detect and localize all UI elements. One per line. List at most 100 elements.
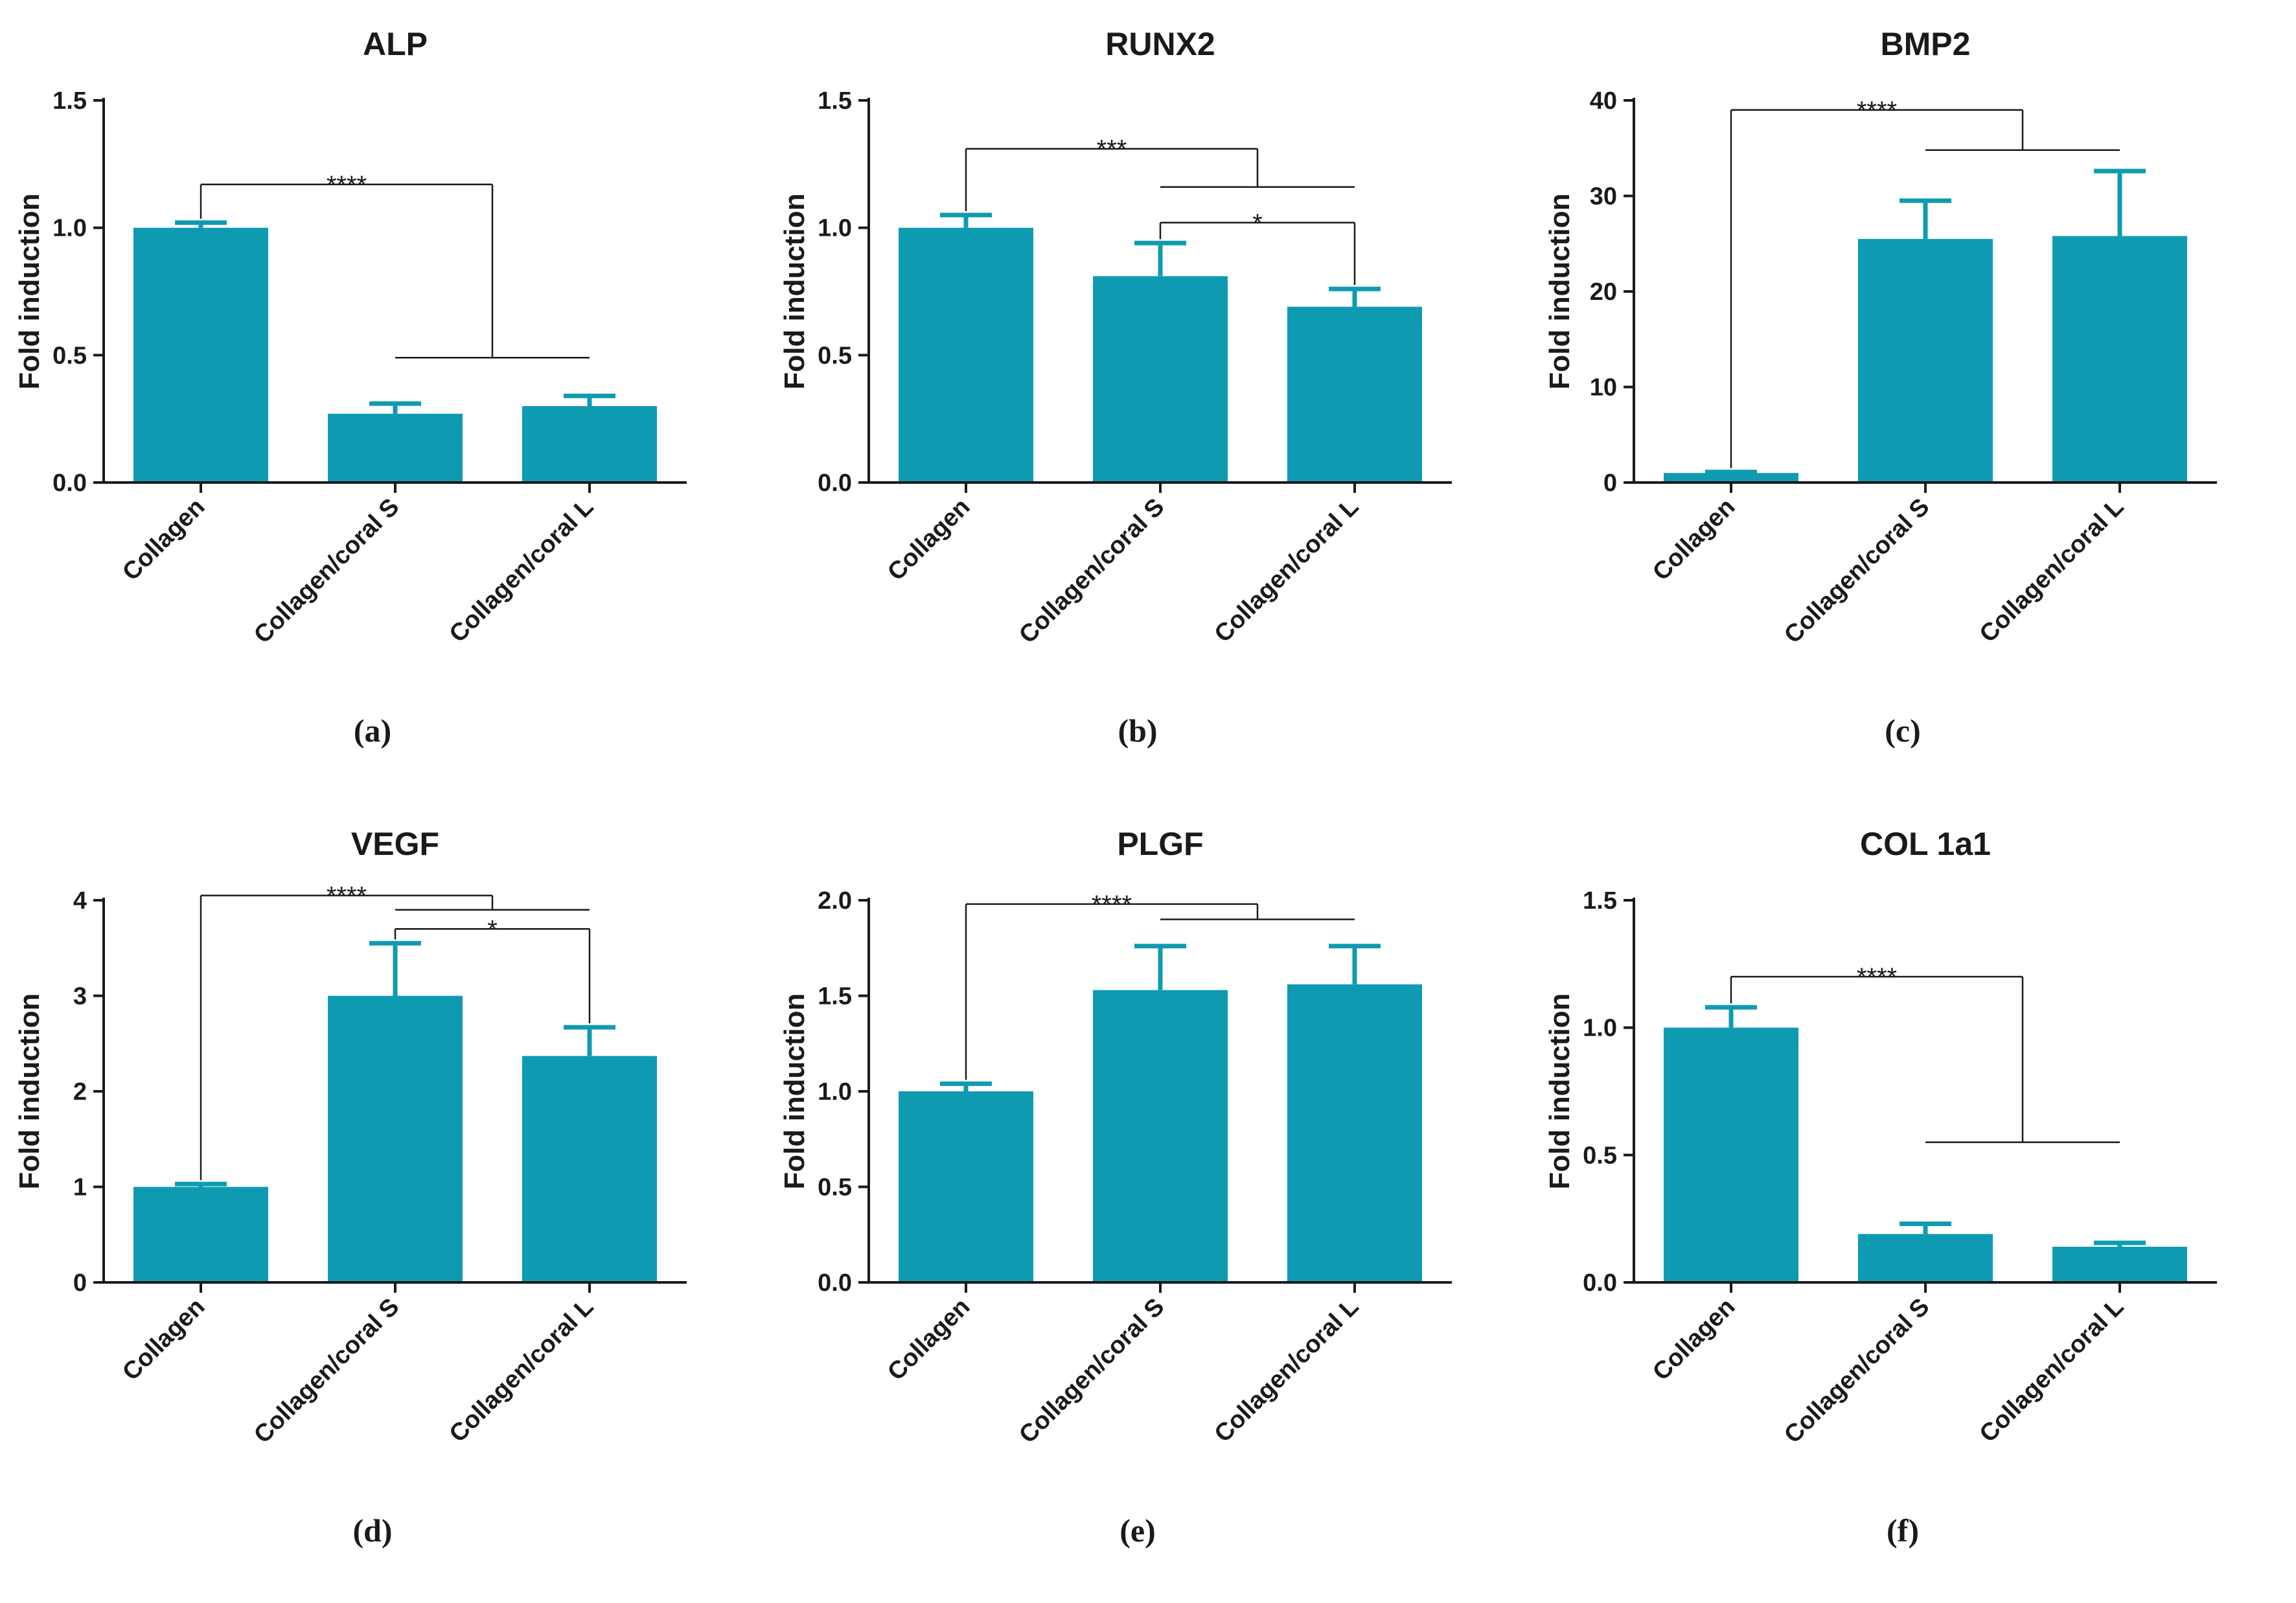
y-tick-label: 4 <box>73 887 87 915</box>
bar-2 <box>328 413 463 483</box>
x-tick-label: Collagen <box>1647 494 1740 586</box>
significance-label: **** <box>1857 97 1897 125</box>
panel-label: (b) <box>1118 712 1157 749</box>
y-tick-label: 10 <box>1590 374 1617 402</box>
significance-label: **** <box>327 882 367 911</box>
chart-title: BMP2 <box>1881 26 1971 62</box>
x-tick-label: Collagen/coral S <box>1779 494 1934 649</box>
error-bar-2 <box>1134 240 1186 277</box>
error-bar-3 <box>1329 944 1381 984</box>
x-tick-label: Collagen/coral L <box>1975 494 2130 648</box>
x-tick-label: Collagen/coral S <box>249 494 404 649</box>
y-tick-label: 1.5 <box>52 87 87 115</box>
chart-title: RUNX2 <box>1105 26 1215 62</box>
y-tick-label: 1.5 <box>818 983 852 1010</box>
y-tick-label: 1.5 <box>818 87 852 115</box>
chart-panel-6: COL 1a1 Fold induction 0.0 0.5 1.0 1.5 Collage… <box>1530 800 2295 1600</box>
error-bar-3 <box>2094 1240 2146 1247</box>
bar-1 <box>133 227 268 483</box>
error-bar-1 <box>940 212 992 228</box>
x-tick-label: Collagen <box>117 494 210 586</box>
chart-svg: BMP2 Fold induction 0 10 20 30 40 Collagen Colla… <box>1544 26 2217 749</box>
y-tick-label: 0.0 <box>52 470 87 497</box>
y-axis-label: Fold induction <box>1544 993 1576 1189</box>
significance-label: *** <box>1097 135 1127 164</box>
bar-3 <box>522 1056 657 1282</box>
error-bar-1 <box>175 1181 227 1187</box>
significance-bracket-2 <box>1159 222 1356 286</box>
chart-panel-3: BMP2 Fold induction 0 10 20 30 40 Collagen Colla… <box>1530 0 2295 800</box>
error-bar-1 <box>1705 1005 1757 1028</box>
bar-3 <box>1287 306 1422 483</box>
panel-label: (a) <box>354 712 391 749</box>
error-bar-2 <box>1134 944 1186 990</box>
y-axis-label: Fold induction <box>1544 193 1576 389</box>
chart-panel-2: RUNX2 Fold induction 0.0 0.5 1.0 1.5 Collagen C… <box>765 0 1530 800</box>
error-bar-1 <box>940 1081 992 1091</box>
error-bar-2 <box>369 401 421 414</box>
x-tick-label: Collagen/coral S <box>1014 494 1169 649</box>
chart-svg: RUNX2 Fold induction 0.0 0.5 1.0 1.5 Collagen C… <box>779 26 1452 749</box>
bar-1 <box>899 1091 1033 1282</box>
chart-title: COL 1a1 <box>1860 826 1991 862</box>
y-tick-label: 2.0 <box>818 887 852 915</box>
chart-title: PLGF <box>1117 826 1203 862</box>
y-tick-label: 40 <box>1590 87 1617 115</box>
error-bar-2 <box>1900 1222 1951 1234</box>
error-bar-3 <box>564 393 615 406</box>
significance-label: * <box>1252 209 1263 238</box>
y-axis-label: Fold induction <box>779 993 810 1189</box>
chart-title: VEGF <box>351 826 439 862</box>
significance-label: **** <box>1857 963 1897 992</box>
significance-bracket-1 <box>200 894 590 1181</box>
error-bar-1 <box>1705 470 1757 475</box>
bar-2 <box>1858 238 1993 483</box>
x-tick-label: Collagen/coral L <box>1210 1293 1364 1448</box>
y-tick-label: 0 <box>1603 470 1617 497</box>
significance-label: **** <box>327 171 367 199</box>
x-tick-label: Collagen/coral S <box>1779 1293 1934 1449</box>
y-tick-label: 30 <box>1590 183 1617 210</box>
chart-svg: COL 1a1 Fold induction 0.0 0.5 1.0 1.5 Collage… <box>1544 826 2217 1549</box>
panel-label: (c) <box>1885 712 1921 749</box>
y-tick-label: 3 <box>73 983 87 1010</box>
error-bar-2 <box>369 940 421 996</box>
bar-2 <box>1093 990 1228 1282</box>
significance-bracket-1 <box>1730 109 2120 468</box>
y-tick-label: 1.0 <box>1583 1015 1617 1042</box>
panel-label: (d) <box>352 1512 392 1549</box>
y-tick-label: 0.5 <box>52 342 87 369</box>
significance-label: * <box>487 915 498 944</box>
x-tick-label: Collagen <box>117 1293 210 1386</box>
significance-bracket-1 <box>965 903 1355 1080</box>
chart-svg: VEGF Fold induction 0 1 2 3 4 Collagen Collagen/… <box>14 826 687 1549</box>
y-tick-label: 0.0 <box>818 470 852 497</box>
panel-label: (f) <box>1887 1512 1919 1549</box>
bar-1 <box>1664 1027 1798 1282</box>
y-axis-label: Fold induction <box>779 193 810 389</box>
y-tick-label: 2 <box>73 1078 87 1106</box>
bar-1 <box>133 1187 268 1282</box>
y-tick-label: 1 <box>73 1174 87 1201</box>
y-tick-label: 1.0 <box>818 1078 852 1106</box>
bar-2 <box>1858 1234 1993 1282</box>
y-tick-label: 20 <box>1590 279 1617 306</box>
x-tick-label: Collagen/coral L <box>444 494 599 648</box>
chart-svg: ALP Fold induction 0.0 0.5 1.0 1.5 Collagen Col… <box>14 26 687 749</box>
error-bar-3 <box>2094 168 2146 236</box>
x-tick-label: Collagen <box>1647 1293 1740 1386</box>
y-tick-label: 0.5 <box>818 1174 852 1201</box>
error-bar-3 <box>564 1025 615 1056</box>
y-axis-label: Fold induction <box>14 193 45 389</box>
bar-2 <box>1093 276 1228 483</box>
y-axis-label: Fold induction <box>14 993 45 1189</box>
y-tick-label: 1.5 <box>1583 887 1617 915</box>
y-tick-label: 0.5 <box>1583 1142 1617 1169</box>
x-tick-label: Collagen/coral L <box>1210 494 1364 648</box>
significance-label: **** <box>1092 891 1132 919</box>
x-tick-label: Collagen/coral S <box>249 1293 404 1449</box>
bar-2 <box>328 995 463 1282</box>
x-tick-label: Collagen/coral S <box>1014 1293 1169 1449</box>
y-tick-label: 0.0 <box>1583 1269 1617 1297</box>
